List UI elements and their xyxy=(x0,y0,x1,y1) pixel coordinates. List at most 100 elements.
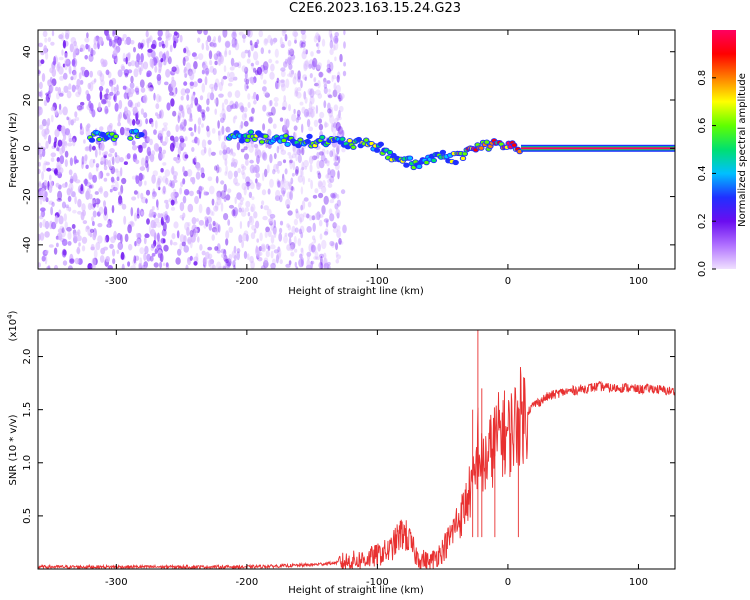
noise-speck xyxy=(325,80,331,84)
noise-speck xyxy=(125,56,128,65)
noise-speck xyxy=(299,217,303,224)
noise-speck xyxy=(198,203,203,214)
noise-speck xyxy=(145,189,151,196)
noise-speck xyxy=(316,160,321,170)
noise-speck xyxy=(255,172,260,178)
noise-speck xyxy=(53,56,56,66)
noise-speck xyxy=(234,90,241,99)
noise-speck xyxy=(164,136,169,144)
noise-speck xyxy=(242,172,246,180)
noise-speck xyxy=(262,215,268,221)
noise-speck xyxy=(292,160,296,171)
noise-speck xyxy=(324,157,328,164)
noise-speck xyxy=(323,257,328,267)
noise-speck xyxy=(53,141,57,148)
noise-speck xyxy=(50,41,55,46)
noise-speck xyxy=(118,191,122,196)
noise-speck xyxy=(98,171,101,180)
noise-speck xyxy=(89,232,93,238)
noise-speck xyxy=(328,208,333,215)
noise-speck xyxy=(276,180,281,188)
noise-speck xyxy=(304,166,308,170)
noise-speck xyxy=(279,220,284,226)
noise-speck xyxy=(232,209,238,219)
noise-speck xyxy=(88,185,93,189)
noise-speck xyxy=(288,104,291,112)
noise-speck xyxy=(309,263,313,269)
y-tick-label: 1.0 xyxy=(22,455,33,471)
noise-speck xyxy=(114,102,119,112)
noise-speck xyxy=(87,202,93,211)
noise-speck xyxy=(58,92,64,97)
noise-speck xyxy=(217,120,220,129)
noise-speck xyxy=(114,181,119,191)
noise-speck xyxy=(300,247,304,253)
noise-speck xyxy=(174,136,179,142)
noise-speck xyxy=(212,68,217,75)
noise-speck xyxy=(284,180,290,190)
noise-speck xyxy=(263,257,269,264)
noise-speck xyxy=(224,46,228,56)
noise-speck xyxy=(157,175,163,184)
noise-speck xyxy=(285,78,290,89)
noise-speck xyxy=(165,68,171,78)
noise-speck xyxy=(121,177,127,185)
noise-speck xyxy=(128,243,133,251)
noise-speck xyxy=(73,49,77,55)
noise-speck xyxy=(99,255,105,263)
noise-speck xyxy=(108,40,113,47)
noise-speck xyxy=(60,125,66,134)
noise-speck xyxy=(339,53,343,63)
noise-speck xyxy=(234,115,238,120)
noise-speck xyxy=(65,58,71,67)
x-tick-label: -300 xyxy=(105,577,128,588)
noise-speck xyxy=(53,264,59,269)
noise-speck xyxy=(107,220,111,228)
noise-speck xyxy=(67,265,73,269)
noise-speck xyxy=(323,77,327,83)
noise-speck xyxy=(311,241,314,249)
noise-speck xyxy=(170,98,175,107)
noise-speck xyxy=(201,83,206,93)
noise-speck xyxy=(91,145,96,151)
noise-speck xyxy=(72,70,77,80)
noise-speck xyxy=(316,151,320,159)
noise-speck xyxy=(316,33,321,42)
noise-speck xyxy=(70,37,77,44)
noise-speck xyxy=(290,177,294,185)
noise-speck xyxy=(58,215,64,225)
noise-speck xyxy=(245,234,249,242)
noise-speck xyxy=(182,178,186,185)
noise-speck xyxy=(66,188,71,196)
noise-speck xyxy=(118,99,123,110)
noise-speck xyxy=(301,200,306,210)
noise-speck xyxy=(292,146,299,156)
noise-speck xyxy=(64,150,69,158)
noise-speck xyxy=(209,65,215,73)
noise-speck xyxy=(187,238,192,245)
noise-speck xyxy=(151,193,156,200)
noise-speck xyxy=(334,37,339,44)
noise-speck xyxy=(112,258,116,265)
noise-speck xyxy=(299,101,304,106)
noise-speck xyxy=(285,263,291,268)
noise-speck xyxy=(158,151,163,161)
signal-core xyxy=(285,142,290,146)
noise-speck xyxy=(131,175,136,180)
noise-speck xyxy=(324,159,330,164)
noise-speck xyxy=(57,62,61,69)
noise-speck xyxy=(241,207,245,213)
snr-multiplier-label: (x104) xyxy=(6,310,19,341)
noise-speck xyxy=(323,263,328,269)
noise-speck xyxy=(116,232,122,241)
noise-speck xyxy=(157,177,161,186)
noise-speck xyxy=(323,258,328,268)
noise-speck xyxy=(179,234,185,243)
noise-speck xyxy=(189,190,194,197)
noise-speck xyxy=(263,91,269,95)
x-tick-label: -200 xyxy=(236,577,259,588)
noise-speck xyxy=(282,100,288,110)
signal-core xyxy=(239,139,245,143)
noise-speck xyxy=(295,166,299,174)
